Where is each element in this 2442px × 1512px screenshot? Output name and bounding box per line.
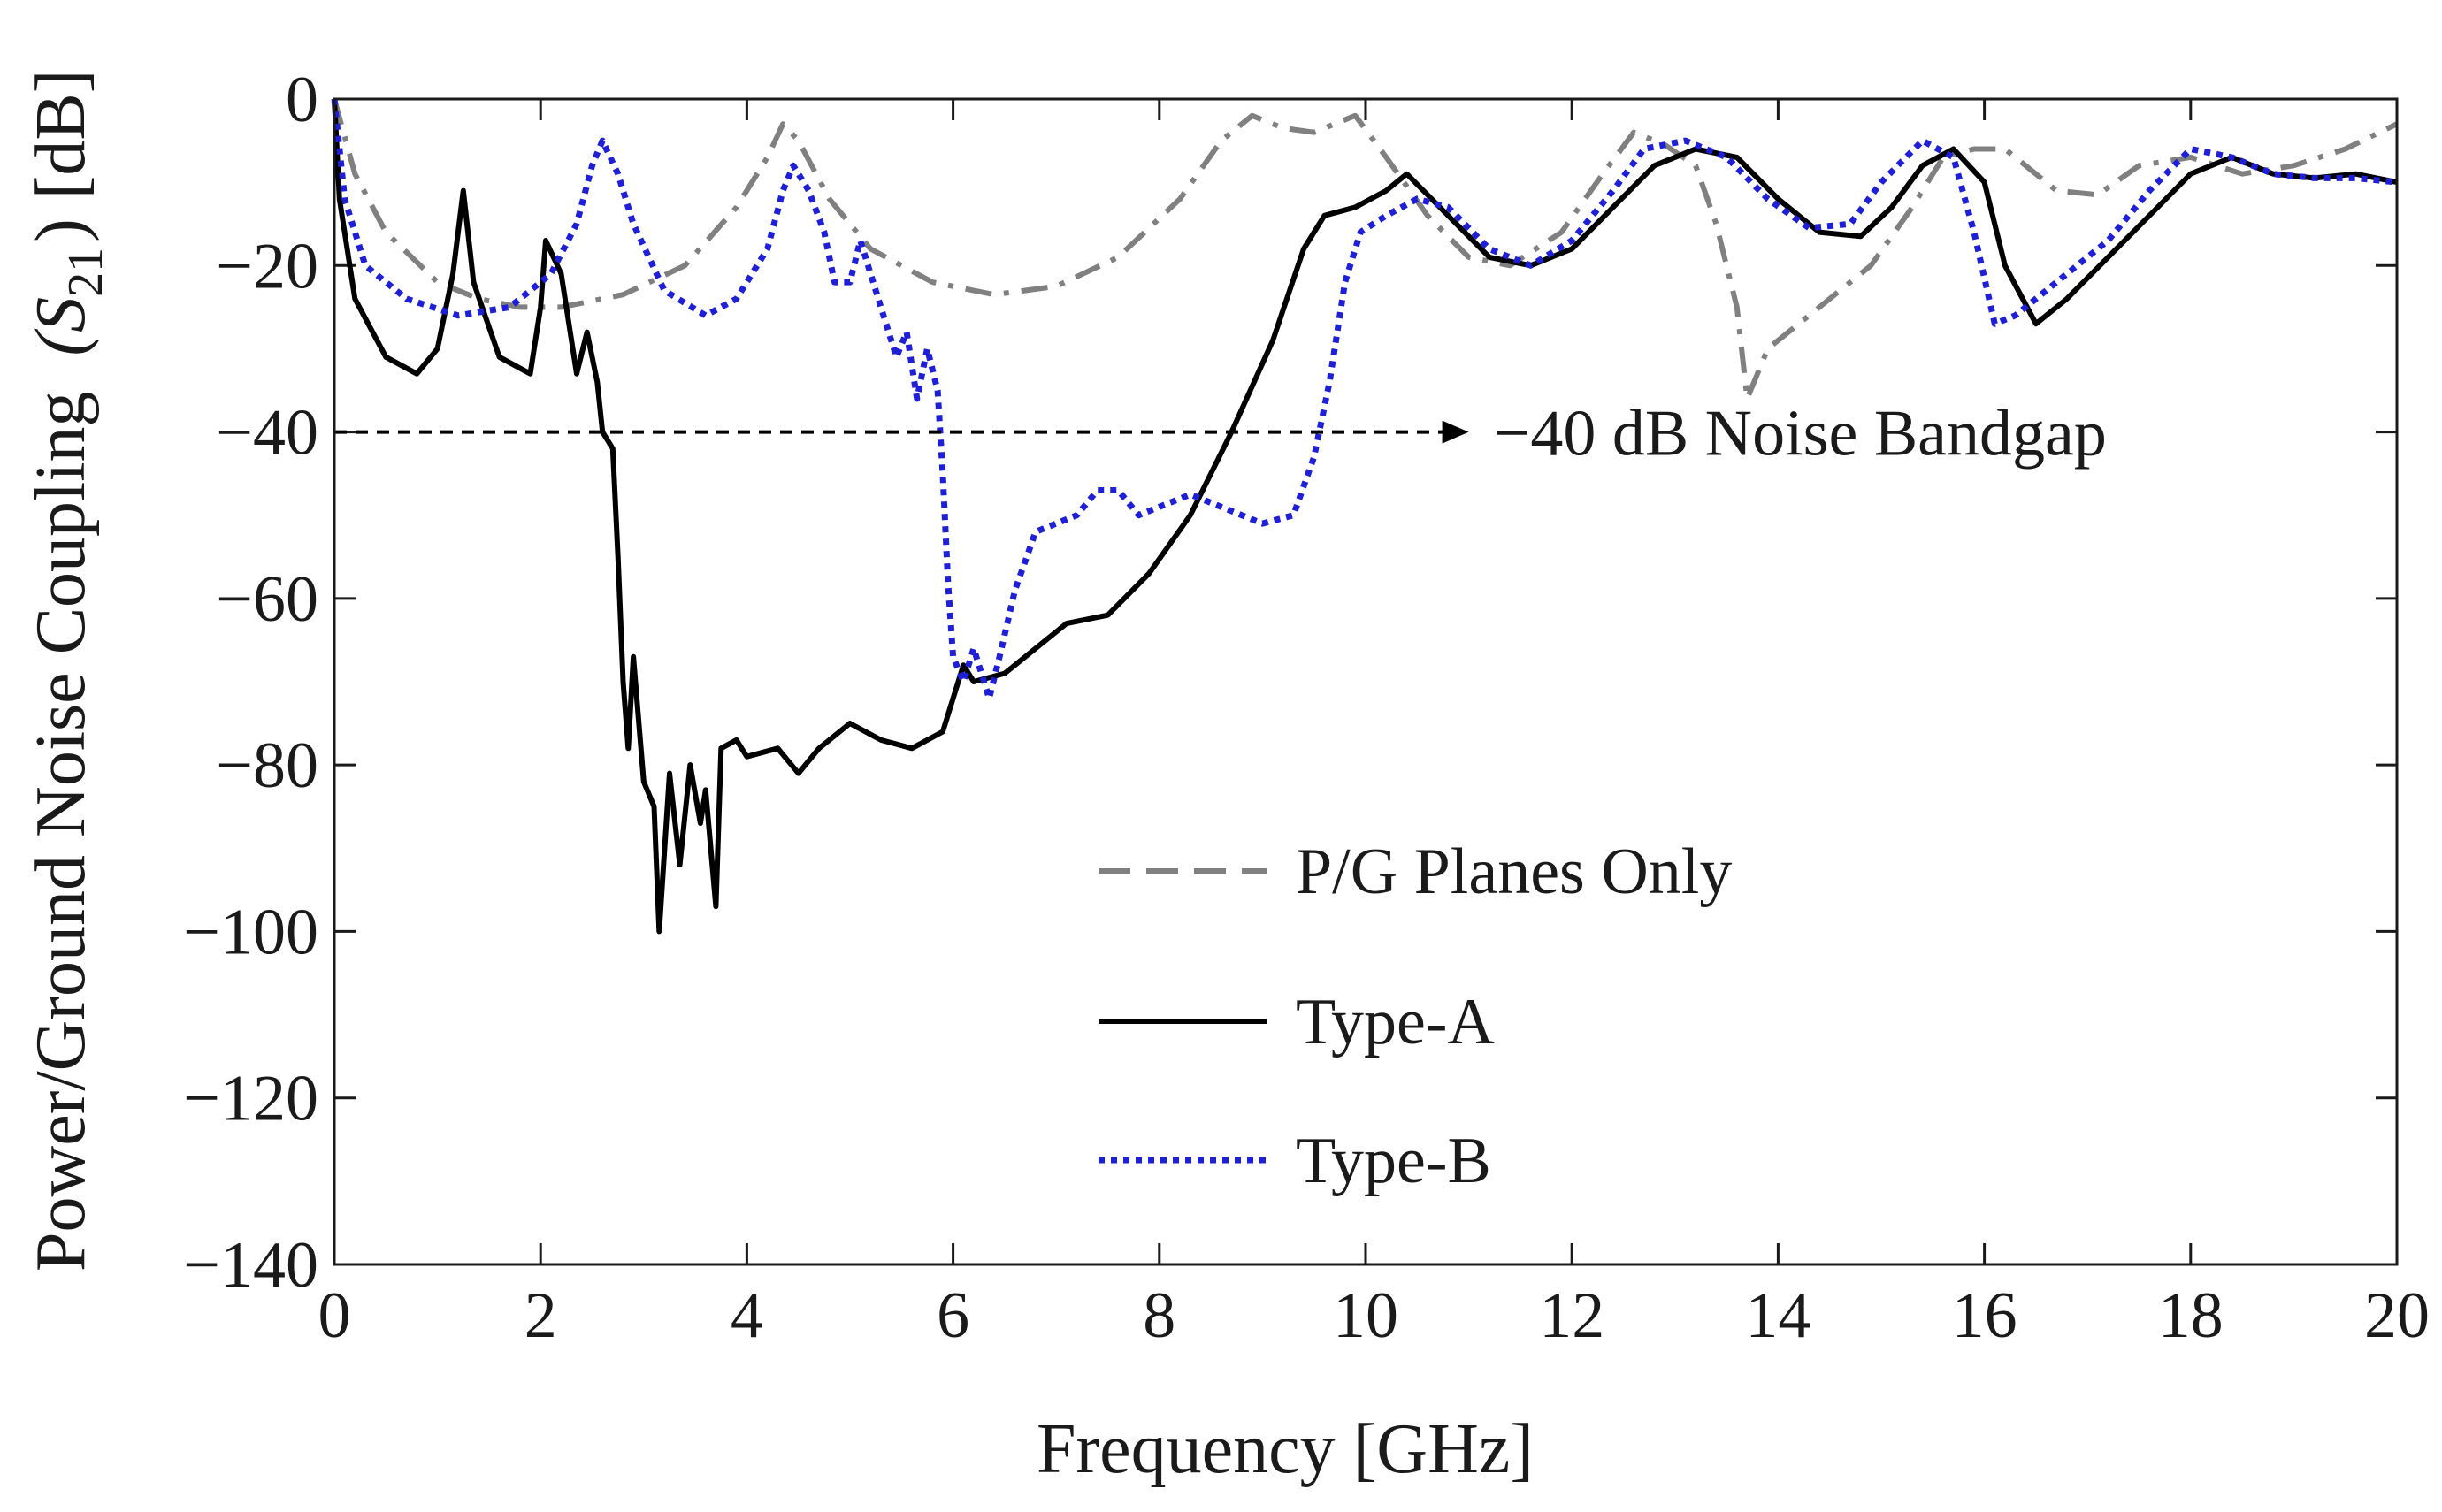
x-axis-title: Frequency [GHz] [1037, 1410, 1534, 1488]
x-tick-label: 6 [937, 1279, 969, 1352]
bandgap-arrow-head [1442, 420, 1469, 444]
series-line-1 [332, 98, 2399, 401]
y-axis-title-unit: [dB] [22, 70, 100, 200]
y-axis-ticks: 0 −20 −40 −60 −80 −100 −120 −140 [183, 64, 2397, 1302]
x-tick-label: 14 [1745, 1279, 1810, 1352]
legend: P/G Planes Only Type-A Type-B [1099, 836, 1732, 1197]
y-tick-label: −140 [183, 1229, 318, 1302]
legend-label-2: Type-A [1296, 986, 1495, 1058]
series-line-3 [331, 98, 2398, 702]
annotation-layer: −40 dB Noise Bandgap [334, 398, 2107, 470]
svg-text:Power/Ground Noise Coupling(S: Power/Ground Noise Coupling (S21) [dB] [22, 70, 113, 1271]
y-axis-title: Power/Ground Noise Coupling (S21) [dB] [22, 70, 113, 1271]
y-axis-title-symbol: (S [22, 297, 100, 356]
x-tick-label: 20 [2364, 1279, 2430, 1352]
x-tick-label: 12 [1539, 1279, 1604, 1352]
y-tick-label: −120 [183, 1063, 318, 1135]
y-tick-label: −100 [183, 896, 318, 968]
x-axis-ticks: 0 2 4 6 8 10 12 14 16 18 20 [318, 99, 2430, 1352]
legend-label-1: P/G Planes Only [1296, 836, 1732, 908]
legend-label-3: Type-B [1296, 1125, 1491, 1197]
y-tick-label: −80 [216, 729, 318, 802]
series-line-2 [332, 98, 2398, 935]
x-tick-label: 2 [524, 1279, 557, 1352]
y-axis-title-main: Power/Ground Noise Coupling [22, 391, 100, 1271]
y-axis-title-subscript: 21 [58, 248, 113, 297]
x-tick-label: 16 [1952, 1279, 2017, 1352]
y-tick-label: −40 [216, 397, 318, 470]
x-tick-label: 10 [1333, 1279, 1398, 1352]
x-tick-label: 8 [1143, 1279, 1175, 1352]
x-tick-label: 0 [318, 1279, 351, 1352]
plot-frame [333, 97, 2399, 1266]
y-axis-title-close: ) [22, 218, 100, 242]
series-layer [331, 98, 2399, 935]
x-tick-label: 4 [731, 1279, 763, 1352]
bandgap-annotation-label: −40 dB Noise Bandgap [1494, 398, 2107, 470]
x-tick-label: 18 [2158, 1279, 2224, 1352]
y-tick-label: 0 [286, 64, 318, 136]
y-tick-label: −60 [216, 563, 318, 636]
y-tick-label: −20 [216, 230, 318, 302]
